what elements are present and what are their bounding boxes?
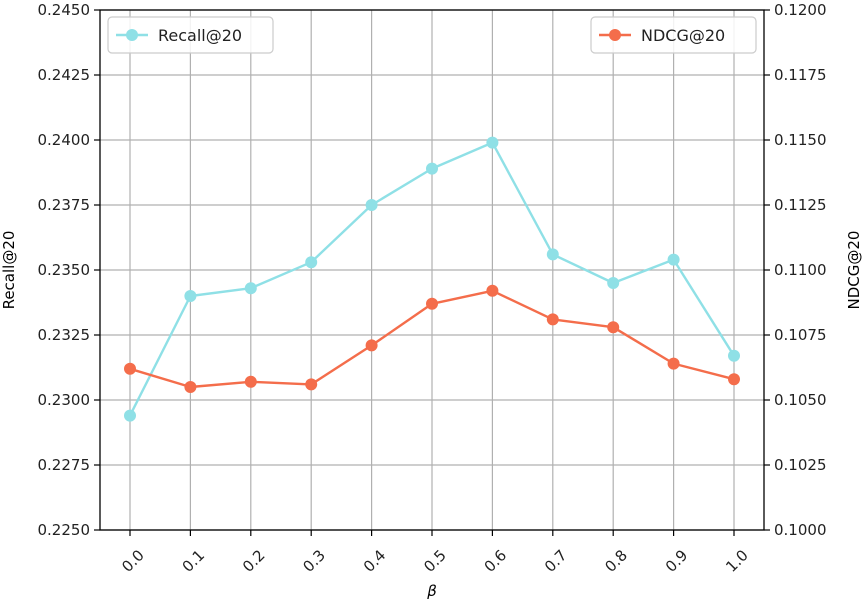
data-point — [607, 321, 620, 334]
x-tick-label: 0.6 — [481, 546, 511, 576]
data-point — [546, 313, 559, 326]
right-y-axis-label: NDCG@20 — [845, 231, 863, 310]
legend-marker — [126, 29, 138, 41]
right-y-tick-label: 0.1175 — [774, 66, 827, 84]
legend-marker — [609, 29, 621, 41]
x-tick-label: 0.1 — [179, 546, 209, 576]
data-point — [365, 339, 378, 352]
data-point — [124, 409, 136, 422]
data-point — [184, 290, 197, 302]
right-y-tick-label: 0.1200 — [774, 1, 827, 19]
x-tick-label: 0.8 — [601, 546, 631, 576]
left-y-tick-label: 0.2300 — [38, 391, 91, 409]
data-point — [365, 199, 378, 211]
data-point — [486, 284, 499, 297]
left-y-tick-label: 0.2425 — [38, 66, 91, 84]
data-point — [728, 349, 740, 362]
left-y-tick-label: 0.2325 — [38, 326, 91, 344]
x-tick-label: 0.9 — [662, 546, 692, 576]
x-axis-label: β — [426, 582, 437, 600]
data-point — [184, 381, 197, 393]
x-tick-label: 0.4 — [360, 546, 390, 576]
right-y-tick-label: 0.1125 — [774, 196, 827, 214]
legend-top-left: Recall@20 — [107, 16, 274, 54]
x-tick-label: 1.0 — [722, 546, 752, 576]
left-y-tick-label: 0.2275 — [38, 456, 91, 474]
series-layer — [124, 136, 740, 422]
left-y-axis-ticks: 0.2250 0.2275 0.2300 0.2325 0.2350 0.2375 0.24… — [38, 1, 100, 539]
data-point — [244, 282, 257, 295]
data-point — [667, 357, 680, 370]
right-y-tick-label: 0.1100 — [774, 261, 827, 279]
left-y-tick-label: 0.2250 — [38, 521, 91, 539]
data-point — [305, 378, 318, 391]
data-point — [244, 375, 257, 388]
left-y-axis-label: Recall@20 — [0, 231, 18, 310]
data-point — [667, 253, 680, 266]
data-point — [486, 136, 499, 149]
legend-box — [107, 16, 274, 54]
right-y-tick-label: 0.1150 — [774, 131, 827, 149]
grid-lines — [100, 9, 764, 531]
data-point — [124, 362, 136, 375]
data-point — [546, 248, 559, 261]
x-tick-label: 0.5 — [420, 546, 450, 576]
left-y-tick-label: 0.2400 — [38, 131, 91, 149]
x-tick-label: 0.7 — [541, 546, 571, 576]
x-tick-label: 0.3 — [299, 546, 329, 576]
right-y-tick-label: 0.1075 — [774, 326, 827, 344]
data-point — [305, 256, 318, 269]
x-tick-label: 0.0 — [118, 546, 148, 576]
legend-top-right: NDCG@20 — [590, 16, 757, 54]
right-y-axis-ticks: 0.1000 0.1025 0.1050 0.1075 0.1100 0.1125 0.11… — [764, 1, 827, 539]
legend-label: Recall@20 — [158, 26, 242, 45]
left-y-tick-label: 0.2350 — [38, 261, 91, 279]
legend-box — [590, 16, 757, 54]
x-axis-ticks: 0.0 0.1 0.2 0.3 0.4 0.5 0.6 0.7 0.8 0.9 1.0 — [118, 530, 752, 576]
data-point — [426, 162, 438, 175]
series-ndcg-at-20 — [124, 284, 740, 393]
right-y-tick-label: 0.1050 — [774, 391, 827, 409]
legends: Recall@20 NDCG@20 — [107, 16, 757, 54]
right-y-tick-label: 0.1000 — [774, 521, 827, 539]
left-y-tick-label: 0.2450 — [38, 1, 91, 19]
series-recall-at-20 — [124, 136, 740, 422]
data-point — [426, 297, 438, 310]
data-point — [607, 277, 620, 289]
x-tick-label: 0.2 — [239, 546, 269, 576]
right-y-tick-label: 0.1025 — [774, 456, 827, 474]
data-point — [728, 373, 740, 386]
left-y-tick-label: 0.2375 — [38, 196, 91, 214]
legend-label: NDCG@20 — [641, 26, 725, 45]
